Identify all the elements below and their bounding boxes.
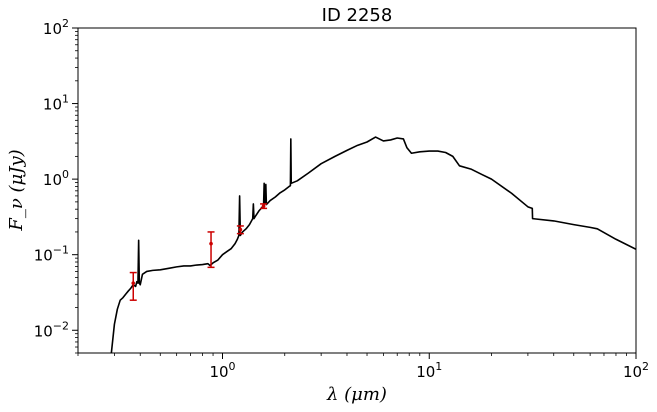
x-tick-label: 102 xyxy=(623,360,649,381)
photometry-point xyxy=(129,271,137,301)
photometry-point xyxy=(207,231,215,269)
y-tick-label: 10−2 xyxy=(34,319,69,340)
y-tick-label: 102 xyxy=(43,17,69,38)
y-tick-label: 10−1 xyxy=(34,244,69,265)
photometry-point xyxy=(260,203,268,210)
y-axis: 10−2 10−1 100 101 102 xyxy=(34,17,78,354)
x-axis: 100 101 102 xyxy=(77,353,649,381)
data-marker xyxy=(209,241,213,246)
plot-frame xyxy=(77,27,637,354)
chart-title: ID 2258 xyxy=(322,5,393,26)
y-tick-label: 100 xyxy=(43,168,69,189)
photometry-point xyxy=(236,225,244,235)
data-marker xyxy=(238,227,243,232)
x-tick-label: 101 xyxy=(416,360,442,381)
data-marker xyxy=(261,204,266,208)
plot-area xyxy=(110,136,636,353)
data-marker xyxy=(131,281,136,285)
y-axis-label: F_ν (μJy) xyxy=(6,149,27,231)
model-sed-line xyxy=(110,136,636,353)
x-tick-label: 100 xyxy=(209,360,235,381)
y-tick-label: 101 xyxy=(43,93,69,114)
x-axis-label: λ (μm) xyxy=(326,384,387,405)
